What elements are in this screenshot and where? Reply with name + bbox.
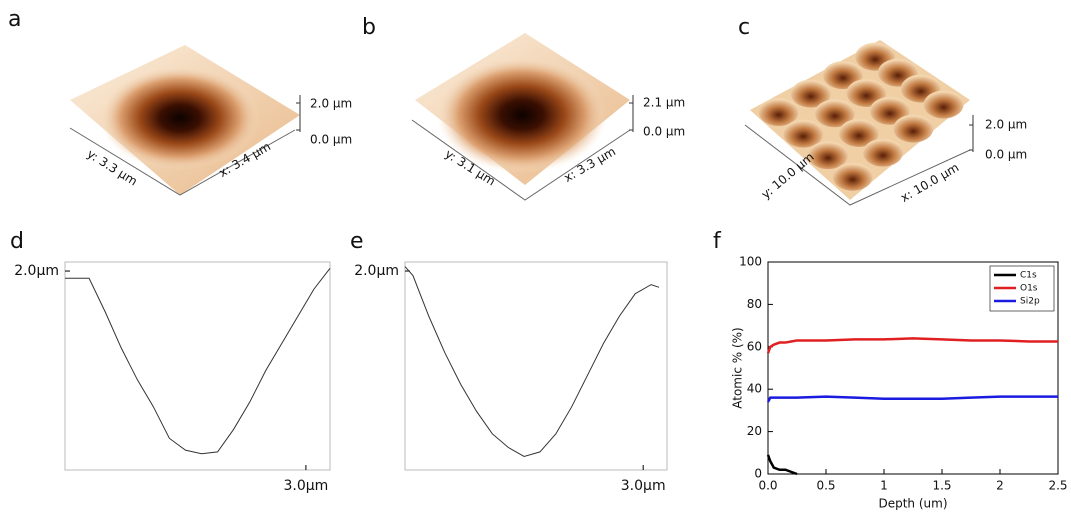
dimple xyxy=(822,61,863,90)
plot-frame xyxy=(404,261,668,471)
line-series xyxy=(404,266,660,457)
x-axis-label: x: 10.0 µm xyxy=(898,160,961,205)
legend-label: O1s xyxy=(1020,284,1038,294)
y-tick-label: 2.0µm xyxy=(14,263,59,279)
legend-label: Si2p xyxy=(1020,297,1040,307)
plot-frame xyxy=(64,261,331,471)
dimple xyxy=(783,119,824,148)
line-series xyxy=(65,268,331,455)
dimple xyxy=(790,79,831,108)
x-tick-label: 3.0µm xyxy=(284,478,329,494)
panel-label: f xyxy=(713,229,722,254)
x-tick-label: 3.0µm xyxy=(621,478,666,494)
panel-label: d xyxy=(10,229,24,254)
x-axis-title: Depth (um) xyxy=(878,497,947,511)
x-tick-label: 2.5 xyxy=(1048,479,1067,493)
x-tick-label: 1.5 xyxy=(932,479,951,493)
x-tick-label: 0.0 xyxy=(758,479,777,493)
panel-label: a xyxy=(8,7,21,32)
line-series xyxy=(766,395,1058,403)
dimple xyxy=(758,98,799,127)
dimple xyxy=(869,96,910,125)
x-tick-label: 1 xyxy=(880,479,888,493)
y-tick-label: 80 xyxy=(747,297,762,311)
dimple xyxy=(814,99,855,128)
y-tick-label: 100 xyxy=(739,255,762,269)
z-bottom: 0.0 µm xyxy=(310,133,352,147)
legend-label: C1s xyxy=(1020,271,1037,281)
dimple xyxy=(832,162,873,191)
panel-label: c xyxy=(738,15,750,40)
dimple xyxy=(862,138,903,167)
line-series xyxy=(766,337,1058,354)
z-top: 2.0 µm xyxy=(310,97,352,111)
afm-c xyxy=(744,40,974,206)
dimple xyxy=(923,90,964,119)
z-top: 2.0 µm xyxy=(985,118,1027,132)
z-bottom: 0.0 µm xyxy=(643,125,685,139)
panel-label: b xyxy=(362,15,376,40)
line-series xyxy=(766,454,798,476)
afm-a xyxy=(69,45,301,196)
x-tick-label: 0.5 xyxy=(816,479,835,493)
y-tick-label: 40 xyxy=(747,382,762,396)
y-tick-label: 20 xyxy=(747,424,762,438)
dimple xyxy=(807,141,848,170)
z-bottom: 0.0 µm xyxy=(985,148,1027,162)
dimple xyxy=(846,78,887,107)
dimple xyxy=(838,118,879,147)
x-tick-label: 2 xyxy=(996,479,1004,493)
y-tick-label: 2.0µm xyxy=(354,263,399,279)
dimple xyxy=(893,114,934,143)
z-top: 2.1 µm xyxy=(643,96,685,110)
y-tick-label: 0 xyxy=(754,467,762,481)
y-tick-label: 60 xyxy=(747,339,762,353)
y-axis-title: Atomic % (%) xyxy=(731,327,745,408)
afm-b xyxy=(411,33,634,201)
plot-frame xyxy=(767,261,1059,475)
panel-label: e xyxy=(350,229,364,254)
